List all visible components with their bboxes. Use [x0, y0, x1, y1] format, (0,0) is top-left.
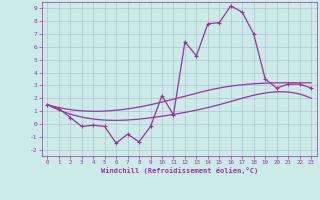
- X-axis label: Windchill (Refroidissement éolien,°C): Windchill (Refroidissement éolien,°C): [100, 167, 258, 174]
